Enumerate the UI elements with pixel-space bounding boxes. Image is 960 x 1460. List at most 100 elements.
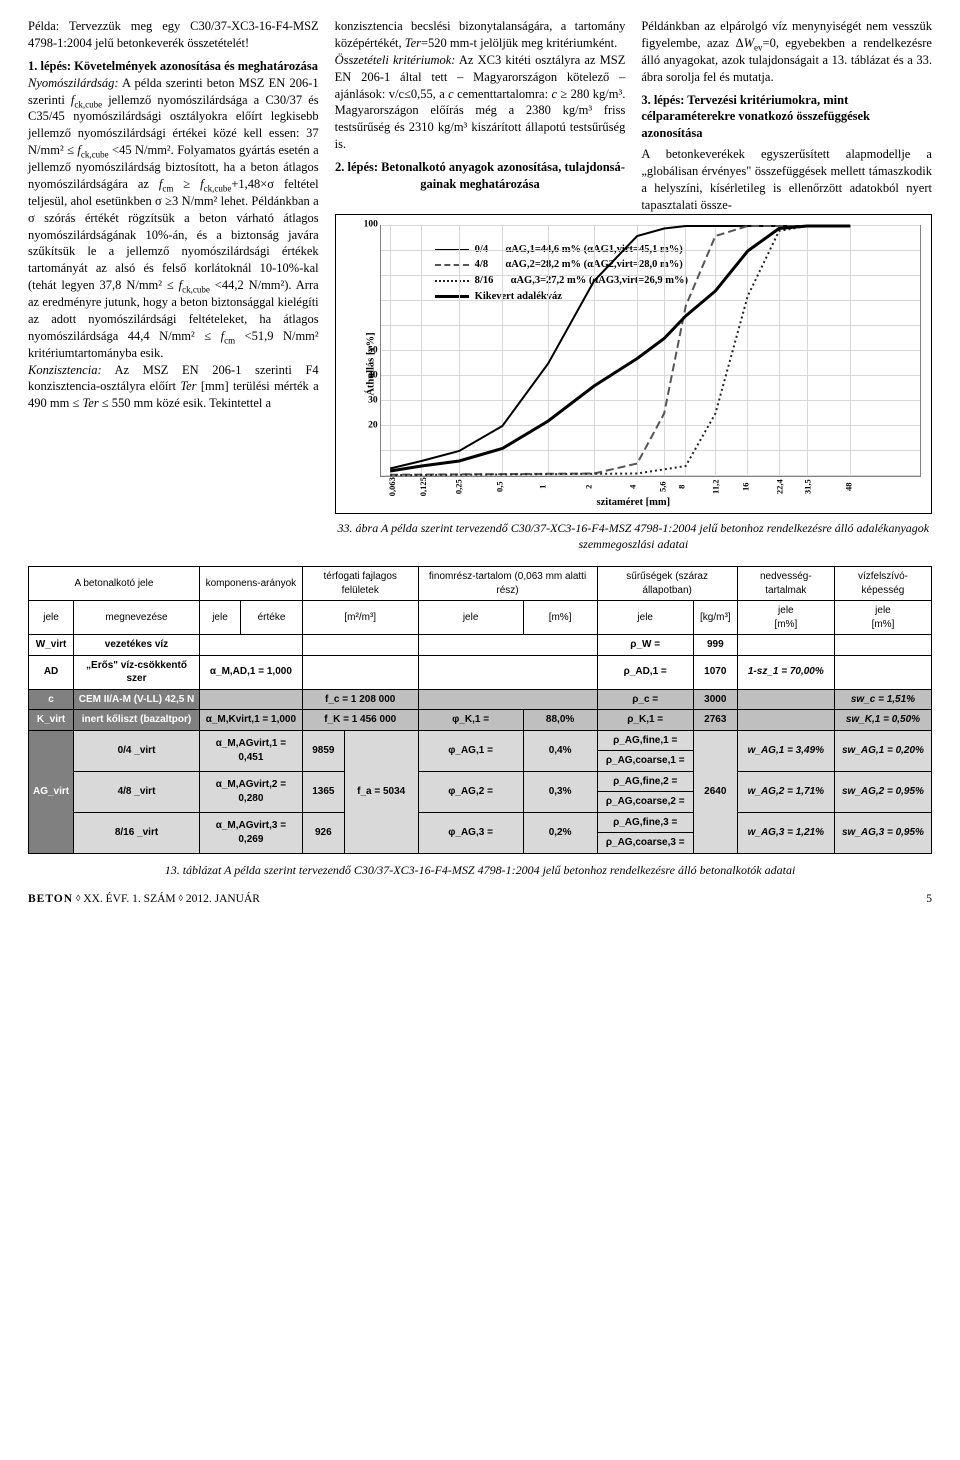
row-ag-fa-lbl: f_a = 5034 <box>344 730 418 853</box>
chart-ylabel: Áthullás [v%] <box>364 332 378 395</box>
c2-p2: Összetételi kritériumok: Az XC3 kitéti o… <box>335 52 626 153</box>
row-ag3-w: w_AG,3 = 1,21% <box>737 812 834 853</box>
row-ad-d: 1070 <box>693 655 737 689</box>
figure-33-block: Áthullás [v%] szitaméret [mm] 0/4 αAG,1=… <box>335 214 932 552</box>
row-ag3-alpha: α_M,AGvirt,3 = 0,269 <box>199 812 302 853</box>
row-k-sw: sw_K,1 = 0,50% <box>834 710 931 731</box>
row-ad-dsym: ρ_AD,1 = <box>597 655 693 689</box>
row-ad-name: „Erős" víz-csökkentő szer <box>74 655 200 689</box>
row-ag2-phi: φ_AG,2 = <box>418 771 523 812</box>
row-ag-dens: 2640 <box>693 730 737 853</box>
row-c-name: CEM II/A-M (V-LL) 42,5 N <box>74 689 200 710</box>
sh-jele3: jele <box>418 601 523 635</box>
th-ratio: komponens-arányok <box>199 567 302 601</box>
row-w-d: 999 <box>693 635 737 656</box>
footer-left: BETON ◊ XX. ÉVF. 1. SZÁM ◊ 2012. JANUÁR <box>28 892 260 908</box>
sh-jele2: jele <box>199 601 240 635</box>
page-footer: BETON ◊ XX. ÉVF. 1. SZÁM ◊ 2012. JANUÁR … <box>28 892 932 908</box>
c1-step1: 1. lépés: Követelmények azonosítása és m… <box>28 58 319 75</box>
chart-frame: Áthullás [v%] szitaméret [mm] 0/4 αAG,1=… <box>335 214 932 514</box>
row-k-name: inert kőliszt (bazaltpor) <box>74 710 200 731</box>
row-ag1-phiv: 0,4% <box>523 730 597 771</box>
row-ag2-frac: 4/8 _virt <box>74 771 200 812</box>
diamond-icon: ◊ <box>179 893 183 903</box>
row-ag3-frac: 8/16 _virt <box>74 812 200 853</box>
th-absorb: vízfelszívó-képesség <box>834 567 931 601</box>
footer-date: 2012. JANUÁR <box>186 893 260 905</box>
row-ag1-frac: 0/4 _virt <box>74 730 200 771</box>
row-ag1-fa: 9859 <box>302 730 344 771</box>
sh-absorb: jele[m%] <box>834 601 931 635</box>
sh-moist: jele[m%] <box>737 601 834 635</box>
row-ag1-rhof: ρ_AG,fine,1 = <box>597 730 693 751</box>
sh-jele4: jele <box>597 601 693 635</box>
chart-xlabel: szitaméret [mm] <box>597 496 671 510</box>
row-w-name: vezetékes víz <box>74 635 200 656</box>
c3-p1: Példánkban az elpárolgó víz meny­nyiségé… <box>641 18 932 86</box>
row-w-dsym: ρ_W = <box>597 635 693 656</box>
row-c-d: 3000 <box>693 689 737 710</box>
row-ag3-rhoc: ρ_AG,coarse,3 = <box>597 833 693 854</box>
th-fines: finomrész-tartalom (0,063 mm alatti rész… <box>418 567 597 601</box>
th-dens: sűrűségek (száraz állapotban) <box>597 567 737 601</box>
column-3: Példánkban az elpárolgó víz meny­nyiségé… <box>641 18 932 214</box>
sh-surf: [m²/m³] <box>302 601 418 635</box>
sh-kgm3: [kg/m³] <box>693 601 737 635</box>
c1-p2: Nyomószilárdság: A példa szerinti beton … <box>28 75 319 362</box>
row-k-dsym: ρ_K,1 = <box>597 710 693 731</box>
row-ag-sym: AG_virt <box>29 730 74 853</box>
th-comp: A betonalkotó jele <box>29 567 200 601</box>
row-ag3-phiv: 0,2% <box>523 812 597 853</box>
sh-megn: megnevezése <box>74 601 200 635</box>
row-c-sym: c <box>29 689 74 710</box>
th-surf: térfogati fajlagos felületek <box>302 567 418 601</box>
row-k-sym: K_virt <box>29 710 74 731</box>
sh-pct: [m%] <box>523 601 597 635</box>
row-ag3-rhof: ρ_AG,fine,3 = <box>597 812 693 833</box>
row-c-sw: sw_c = 1,51% <box>834 689 931 710</box>
row-ag1-rhoc: ρ_AG,coarse,1 = <box>597 751 693 772</box>
column-2: konzisztencia becslési bizonytalansá­gár… <box>335 18 626 214</box>
row-ag1-alpha: α_M,AGvirt,1 = 0,451 <box>199 730 302 771</box>
row-ag1-w: w_AG,1 = 3,49% <box>737 730 834 771</box>
c2-step2: 2. lépés: Betonalkotó anyagok azonosítás… <box>335 159 626 193</box>
sh-ert: értéke <box>241 601 303 635</box>
chart-plot-area: 0/4 αAG,1=44,6 m% (αAG1,virt=45,1 m%) 4/… <box>380 225 921 477</box>
row-c-surf: f_c = 1 208 000 <box>302 689 418 710</box>
row-ag3-sw: sw_AG,3 = 0,95% <box>834 812 931 853</box>
row-ag2-phiv: 0,3% <box>523 771 597 812</box>
footer-pagenum: 5 <box>926 892 932 908</box>
row-ag1-phi: φ_AG,1 = <box>418 730 523 771</box>
th-moist: nedvesség-tartalmak <box>737 567 834 601</box>
row-k-phiv: 88,0% <box>523 710 597 731</box>
row-k-d: 2763 <box>693 710 737 731</box>
row-k-alpha: α_M,Kvirt,1 = 1,000 <box>199 710 302 731</box>
footer-magazine: BETON <box>28 893 73 905</box>
row-ag3-phi: φ_AG,3 = <box>418 812 523 853</box>
row-ad-sym: AD <box>29 655 74 689</box>
table-13: A betonalkotó jele komponens-arányok tér… <box>28 566 932 878</box>
row-ag3-fa: 926 <box>302 812 344 853</box>
c1-p1: Példa: Tervezzük meg egy C30/37-XC3-16-F… <box>28 18 319 52</box>
row-ag2-w: w_AG,2 = 1,71% <box>737 771 834 812</box>
row-ag2-sw: sw_AG,2 = 0,95% <box>834 771 931 812</box>
row-ag1-sw: sw_AG,1 = 0,20% <box>834 730 931 771</box>
page-grid: Példa: Tervezzük meg egy C30/37-XC3-16-F… <box>28 18 932 552</box>
row-ag2-rhof: ρ_AG,fine,2 = <box>597 771 693 792</box>
table-13-caption: 13. táblázat A példa szerint tervezendő … <box>28 862 932 878</box>
data-table: A betonalkotó jele komponens-arányok tér… <box>28 566 932 854</box>
row-ag2-rhoc: ρ_AG,coarse,2 = <box>597 792 693 813</box>
figure-33-caption: 33. ábra A példa szerint tervezendő C30/… <box>335 520 932 552</box>
row-k-phi: φ_K,1 = <box>418 710 523 731</box>
c3-p2: A betonkeverékek egyszerűsített alapmode… <box>641 146 932 214</box>
row-ad-alpha: α_M,AD,1 = 1,000 <box>199 655 302 689</box>
c1-p3: Konzisztencia: Az MSZ EN 206-1 sze­rinti… <box>28 362 319 413</box>
diamond-icon: ◊ <box>76 893 80 903</box>
row-w-sym: W_virt <box>29 635 74 656</box>
c3-step3: 3. lépés: Tervezési kritériumokra, mint … <box>641 92 932 143</box>
c2-p1: konzisztencia becslési bizonytalansá­gár… <box>335 18 626 52</box>
row-ag2-fa: 1365 <box>302 771 344 812</box>
footer-issue: XX. ÉVF. 1. SZÁM <box>83 893 175 905</box>
column-1: Példa: Tervezzük meg egy C30/37-XC3-16-F… <box>28 18 319 552</box>
row-ag2-alpha: α_M,AGvirt,2 = 0,280 <box>199 771 302 812</box>
